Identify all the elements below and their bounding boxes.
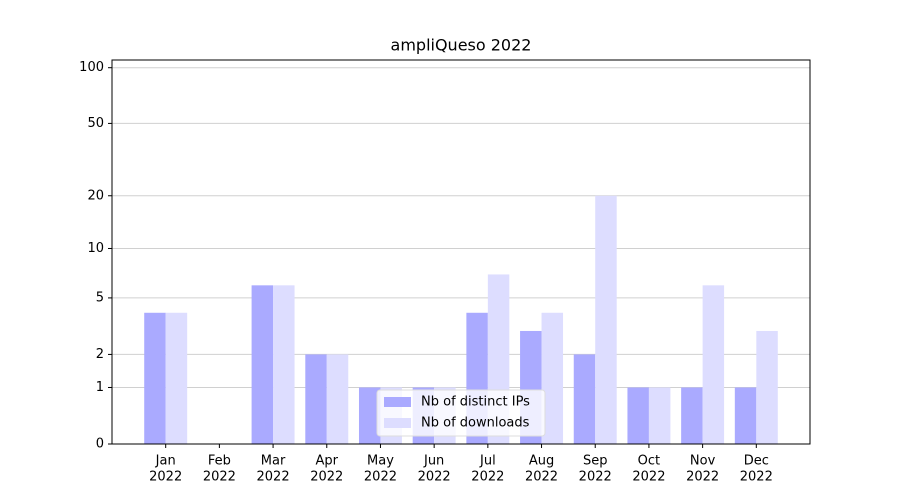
x-tick-label: Aug	[529, 454, 554, 469]
bar	[756, 330, 778, 444]
y-tick-label: 20	[87, 188, 104, 203]
bar	[595, 195, 617, 444]
legend: Nb of distinct IPs Nb of downloads	[376, 389, 546, 437]
x-tick-label: Nov	[690, 454, 716, 469]
y-tick-label: 2	[96, 347, 104, 362]
x-tick-label: 2022	[310, 470, 343, 485]
y-tick-label: 0	[96, 437, 104, 452]
bar	[681, 387, 703, 444]
x-tick-label: 2022	[364, 470, 397, 485]
x-tick-label: Oct	[638, 454, 660, 469]
x-tick-label: Mar	[261, 454, 286, 469]
x-tick-label: 2022	[579, 470, 612, 485]
legend-swatch	[384, 418, 411, 428]
legend-swatch	[384, 397, 411, 407]
bar	[165, 312, 188, 444]
bar	[702, 285, 725, 444]
x-tick-label: 2022	[740, 470, 773, 485]
legend-label: Nb of distinct IPs	[421, 395, 530, 410]
bar	[541, 312, 564, 444]
x-tick-label: 2022	[471, 470, 504, 485]
x-tick-label: Sep	[583, 454, 608, 469]
x-tick-label: 2022	[257, 470, 290, 485]
bar	[648, 387, 671, 444]
bar	[305, 354, 327, 444]
bar	[734, 387, 757, 444]
bar	[627, 387, 649, 444]
y-tick-label: 50	[87, 116, 104, 131]
x-tick-label: 2022	[525, 470, 558, 485]
bar	[573, 354, 596, 444]
y-tick-label: 10	[87, 241, 104, 256]
bar	[251, 285, 274, 444]
bar	[326, 354, 349, 444]
legend-label: Nb of downloads	[421, 416, 530, 431]
bar	[144, 312, 166, 444]
x-tick-label: May	[367, 454, 394, 469]
x-tick-label: 2022	[203, 470, 236, 485]
y-tick-label: 100	[79, 60, 104, 75]
x-tick-label: Feb	[208, 454, 231, 469]
x-tick-label: 2022	[418, 470, 451, 485]
x-tick-label: 2022	[686, 470, 719, 485]
x-tick-label: 2022	[632, 470, 665, 485]
x-tick-label: Jan	[155, 454, 176, 469]
chart-title: ampliQueso 2022	[391, 36, 532, 55]
x-tick-label: Jul	[479, 454, 496, 469]
x-tick-label: Jun	[423, 454, 444, 469]
bar	[358, 387, 381, 444]
x-tick-label: Apr	[316, 454, 339, 469]
x-tick-label: Dec	[744, 454, 769, 469]
x-tick-label: 2022	[149, 470, 182, 485]
legend-box	[376, 389, 546, 437]
plot-frame	[111, 59, 811, 445]
bar	[273, 285, 295, 444]
y-tick-label: 1	[96, 380, 104, 395]
y-tick-label: 5	[96, 290, 104, 305]
